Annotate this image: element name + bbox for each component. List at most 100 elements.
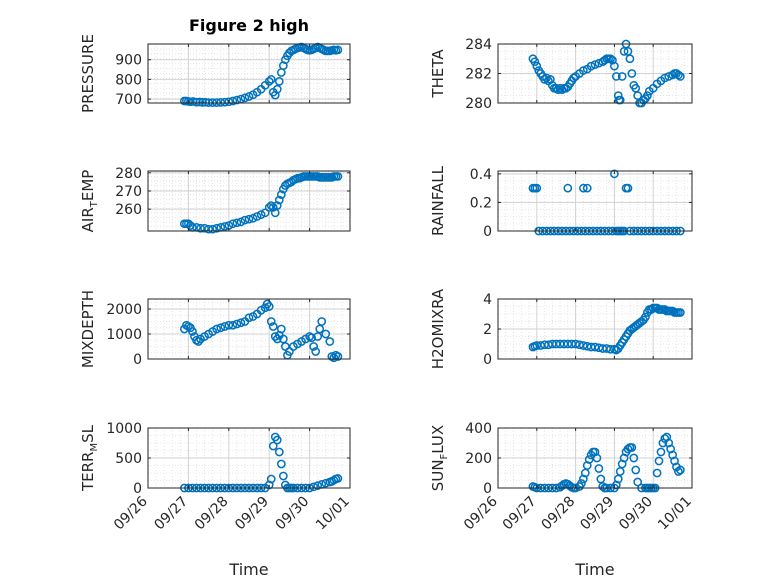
y-tick-label: 700 [115,92,142,108]
y-tick-label: 260 [115,202,142,218]
data-point [264,302,274,311]
data-point [631,465,641,475]
data-point [266,75,276,84]
data-point [228,320,238,330]
data-point [610,169,619,179]
data-point [676,465,685,475]
y-tick-label: 2000 [106,302,142,318]
data-point [278,471,288,481]
data-point [676,72,685,81]
data-point [232,319,242,329]
data-point [192,97,201,107]
y-tick-label: 0 [483,481,492,497]
panel-7: 0 500 1000 09/26 09/27 09/28 09/29 09/30 10/01 Ti… [79,421,353,579]
data-point [188,327,197,336]
data-point [232,218,242,228]
y-tick-label: 0 [483,352,492,368]
data-point [629,453,639,463]
data-point [260,208,270,218]
data-point [596,474,606,484]
data-point [244,214,254,224]
y-tick-label: 282 [465,67,492,83]
y-tick-label: 800 [115,72,142,88]
data-point [232,95,242,105]
x-tick-label: 09/30 [273,494,313,534]
data-point [224,320,234,330]
data-point [278,334,288,344]
x-tick-label: 09/29 [577,494,617,534]
data-point [264,77,274,86]
data-point [333,45,343,55]
data-point [204,224,213,234]
data-point [598,482,608,491]
y-tick-label: 0 [133,481,142,497]
data-point [333,352,343,361]
panel-6: 0 2 4 H2OMIXRA [429,288,693,369]
data-point [216,98,226,107]
data-point [553,85,563,95]
data-point [606,54,615,64]
data-point [579,183,588,193]
data-point [592,453,602,463]
y-tick-label: 0.4 [470,167,492,183]
y-tick-label: 0 [133,352,142,368]
y-tick-label: 200 [465,451,492,467]
data-point [623,444,633,454]
x-axis-label: Time [574,560,614,579]
data-point [611,72,621,81]
data-point [212,223,222,233]
data-point [236,318,246,328]
data-point [613,474,623,484]
data-point [613,91,623,100]
axes-box [147,43,351,104]
data-point [276,190,286,199]
data-point [608,55,617,65]
x-tick-label: 09/28 [539,494,579,534]
data-point [196,223,205,233]
panel-4: 0 0.2 0.4 RAINFALL [429,165,693,240]
data-point [276,459,286,469]
y-axis-label: TERRMSL [79,424,100,492]
data-point [594,464,604,473]
data-point [262,299,272,309]
x-tick-label: 10/01 [313,494,353,534]
data-point [270,332,280,341]
data-point [268,203,278,212]
y-tick-label: 4 [483,292,492,308]
data-point [240,93,250,103]
y-axis-label: MIXDEPTH [79,290,97,368]
data-point [274,195,284,205]
x-tick-label: 09/27 [500,494,540,534]
data-point [577,479,586,488]
data-point [329,353,339,363]
data-point [236,217,246,227]
data-point [617,72,627,81]
data-point [194,337,203,346]
data-point [313,332,323,341]
data-point [584,455,594,464]
data-point [276,324,286,334]
data-point [321,329,331,339]
data-point [575,340,584,350]
axes-box [147,298,351,360]
data-point [674,70,683,80]
data-point [668,70,677,80]
y-tick-label: 900 [115,53,142,69]
data-point [563,183,573,193]
data-point [266,474,276,484]
data-point [272,84,282,94]
data-point [656,447,666,457]
x-tick-label: 09/29 [232,494,272,534]
data-point [224,97,234,107]
data-point [315,324,325,334]
data-point [309,342,318,351]
data-point [307,333,316,343]
data-point [274,447,284,457]
y-axis-label: THETA [429,49,447,99]
x-tick-label: 09/30 [616,494,656,534]
axes-box [147,170,351,232]
y-axis-label: AIRTEMP [79,170,100,233]
data-point [590,60,600,70]
y-axis-label: H2OMIXRA [429,288,447,369]
